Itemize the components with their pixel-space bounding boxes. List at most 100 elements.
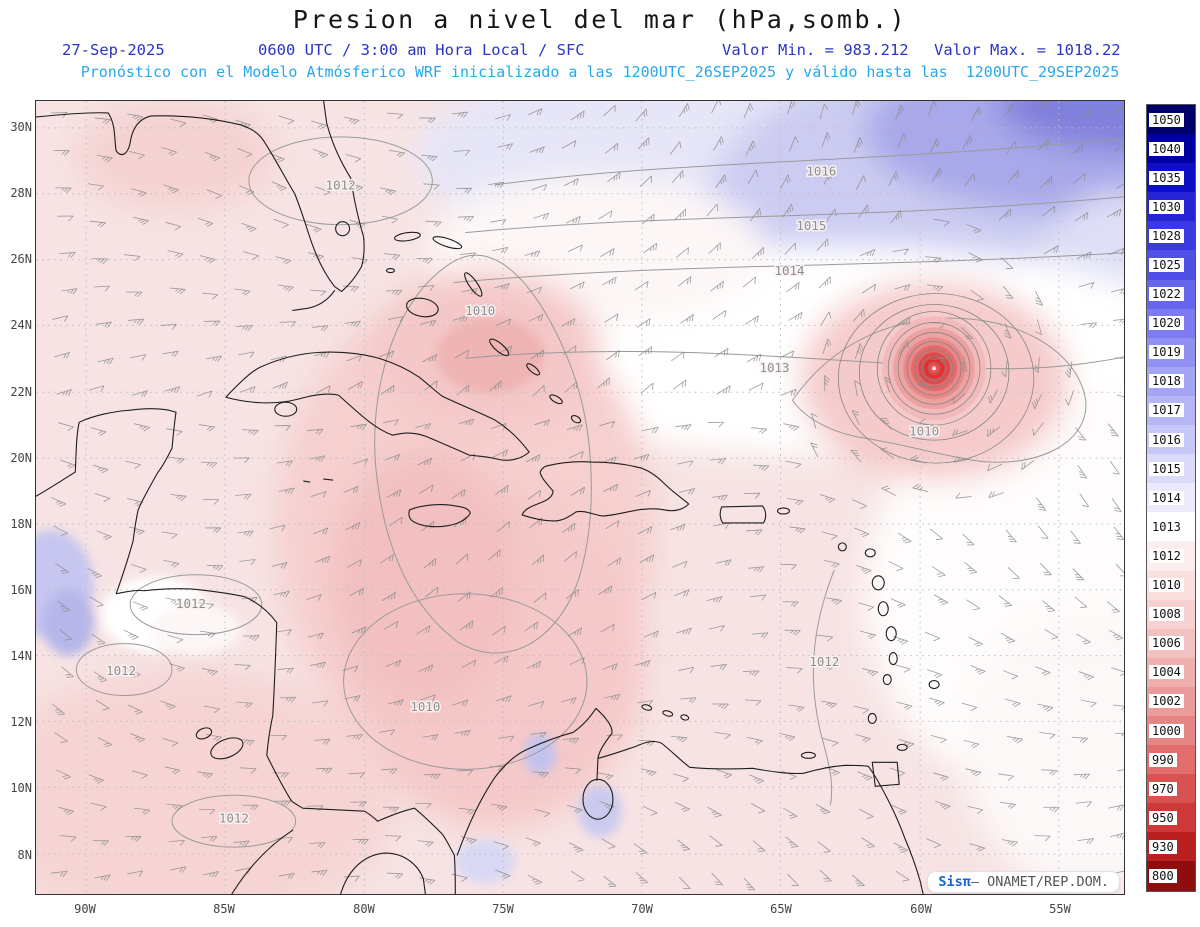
colorbar-cell: 1020 xyxy=(1147,308,1195,338)
colorbar-label: 1028 xyxy=(1149,228,1184,243)
colorbar-label: 1004 xyxy=(1149,665,1184,680)
colorbar-cell: 1040 xyxy=(1147,134,1195,164)
colorbar-label: 1000 xyxy=(1149,723,1184,738)
attribution-brand: Sisπ xyxy=(938,874,971,890)
isobar-label: 1015 xyxy=(796,218,826,233)
colorbar-cell: 1016 xyxy=(1147,425,1195,455)
colorbar-cell: 1025 xyxy=(1147,250,1195,280)
colorbar-label: 970 xyxy=(1149,781,1177,796)
colorbar-label: 1016 xyxy=(1149,432,1184,447)
lat-label: 24N xyxy=(10,318,32,332)
colorbar-label: 1002 xyxy=(1149,694,1184,709)
colorbar-cell: 950 xyxy=(1147,803,1195,833)
lon-label: 85W xyxy=(213,902,235,916)
wind-barbs-layer xyxy=(51,101,1124,891)
colorbar-cell: 1050 xyxy=(1147,105,1195,135)
isobar-label: 1010 xyxy=(909,424,939,439)
isobar-label: 1012 xyxy=(326,177,356,192)
colorbar-cell: 1035 xyxy=(1147,163,1195,193)
colorbar-label: 1040 xyxy=(1149,141,1184,156)
isobar-label: 1012 xyxy=(106,663,136,678)
lat-label: 26N xyxy=(10,252,32,266)
colorbar-cell: 1013 xyxy=(1147,512,1195,542)
colorbar-label: 1030 xyxy=(1149,199,1184,214)
colorbar-label: 800 xyxy=(1149,868,1177,883)
colorbar-cell: 1022 xyxy=(1147,279,1195,309)
isobar-label: 1010 xyxy=(410,699,440,714)
colorbar-cell: 1012 xyxy=(1147,541,1195,571)
colorbar-cell: 1010 xyxy=(1147,570,1195,600)
colorbar-label: 1008 xyxy=(1149,607,1184,622)
lat-label: 16N xyxy=(10,583,32,597)
coastlines-layer xyxy=(36,101,940,894)
lon-label: 75W xyxy=(492,902,514,916)
pressure-shading-detail xyxy=(36,317,622,884)
colorbar-label: 1035 xyxy=(1149,170,1184,185)
colorbar-cell: 1008 xyxy=(1147,599,1195,629)
lat-label: 20N xyxy=(10,451,32,465)
colorbar-cell: 970 xyxy=(1147,774,1195,804)
isobar-label: 1012 xyxy=(219,811,249,826)
colorbar-label: 1015 xyxy=(1149,461,1184,476)
lat-label: 12N xyxy=(10,715,32,729)
colorbar-cell: 990 xyxy=(1147,745,1195,775)
map-frame: 1012 1016 1015 1014 1010 1013 1010 1012 1012 1012… xyxy=(35,100,1125,895)
colorbar-label: 1006 xyxy=(1149,636,1184,651)
colorbar-label: 1017 xyxy=(1149,403,1184,418)
colorbar-cell: 1017 xyxy=(1147,395,1195,426)
isobar-label: 1012 xyxy=(809,654,839,669)
lat-label: 28N xyxy=(10,186,32,200)
isobar-labels-layer: 1012 1016 1015 1014 1010 1013 1010 1012 1012 1012… xyxy=(105,162,941,827)
attribution-org: — ONAMET/REP.DOM. xyxy=(970,874,1109,890)
hurricane-symbol xyxy=(837,293,1035,464)
colorbar-cell: 1015 xyxy=(1147,454,1195,484)
lat-label: 10N xyxy=(10,781,32,795)
lon-label: 55W xyxy=(1049,902,1071,916)
lon-label: 60W xyxy=(910,902,932,916)
colorbar-cell: 1030 xyxy=(1147,192,1195,222)
valid-time: 0600 UTC / 3:00 am Hora Local / SFC xyxy=(258,41,585,59)
colorbar-cell: 800 xyxy=(1147,861,1195,891)
colorbar-label: 930 xyxy=(1149,839,1177,854)
colorbar-cell: 1018 xyxy=(1147,366,1195,396)
colorbar-label: 1022 xyxy=(1149,287,1184,302)
isobar-label: 1016 xyxy=(806,163,836,178)
chart-title: Presion a nivel del mar (hPa,somb.) xyxy=(292,5,908,34)
value-max-label: Valor Max. = 1018.22 xyxy=(934,41,1121,59)
colorbar-label: 1018 xyxy=(1149,374,1184,389)
colorbar-cell: 930 xyxy=(1147,832,1195,862)
colorbar-cell: 1019 xyxy=(1147,337,1195,367)
colorbar-label: 1014 xyxy=(1149,490,1184,505)
isobar-label: 1014 xyxy=(774,263,804,278)
lon-label: 65W xyxy=(770,902,792,916)
isobar-label: 1010 xyxy=(465,303,495,318)
value-min-label: Valor Min. = 983.212 xyxy=(722,41,909,59)
colorbar-label: 950 xyxy=(1149,810,1177,825)
colorbar-label: 1020 xyxy=(1149,316,1184,331)
colorbar-cell: 1002 xyxy=(1147,686,1195,716)
colorbar-label: 1019 xyxy=(1149,345,1184,360)
lon-label: 70W xyxy=(631,902,653,916)
lon-label: 80W xyxy=(353,902,375,916)
valid-date: 27-Sep-2025 xyxy=(62,41,165,59)
map-canvas: 1012 1016 1015 1014 1010 1013 1010 1012 1012 1012… xyxy=(36,101,1124,894)
lat-label: 8N xyxy=(17,848,32,862)
lon-label: 90W xyxy=(74,902,96,916)
colorbar-cell: 1006 xyxy=(1147,628,1195,658)
attribution-badge: Sisπ— ONAMET/REP.DOM. xyxy=(927,871,1120,893)
isobar-label: 1013 xyxy=(760,360,790,375)
lat-label: 14N xyxy=(10,649,32,663)
grid-layer xyxy=(36,101,1124,894)
pressure-colorbar: 1050 1040 1035 1030 1028 1025 1022 1020 1019 1018… xyxy=(1146,104,1196,892)
lat-label: 22N xyxy=(10,385,32,399)
colorbar-cell: 1004 xyxy=(1147,657,1195,687)
model-run-line: Pronóstico con el Modelo Atmósferico WRF… xyxy=(80,63,1120,81)
colorbar-cell: 1014 xyxy=(1147,483,1195,513)
colorbar-cell: 1028 xyxy=(1147,221,1195,251)
colorbar-label: 1012 xyxy=(1149,548,1184,563)
colorbar-label: 1010 xyxy=(1149,578,1184,593)
colorbar-label: 1013 xyxy=(1149,519,1184,534)
colorbar-cell: 1000 xyxy=(1147,715,1195,746)
colorbar-label: 1050 xyxy=(1149,112,1184,127)
